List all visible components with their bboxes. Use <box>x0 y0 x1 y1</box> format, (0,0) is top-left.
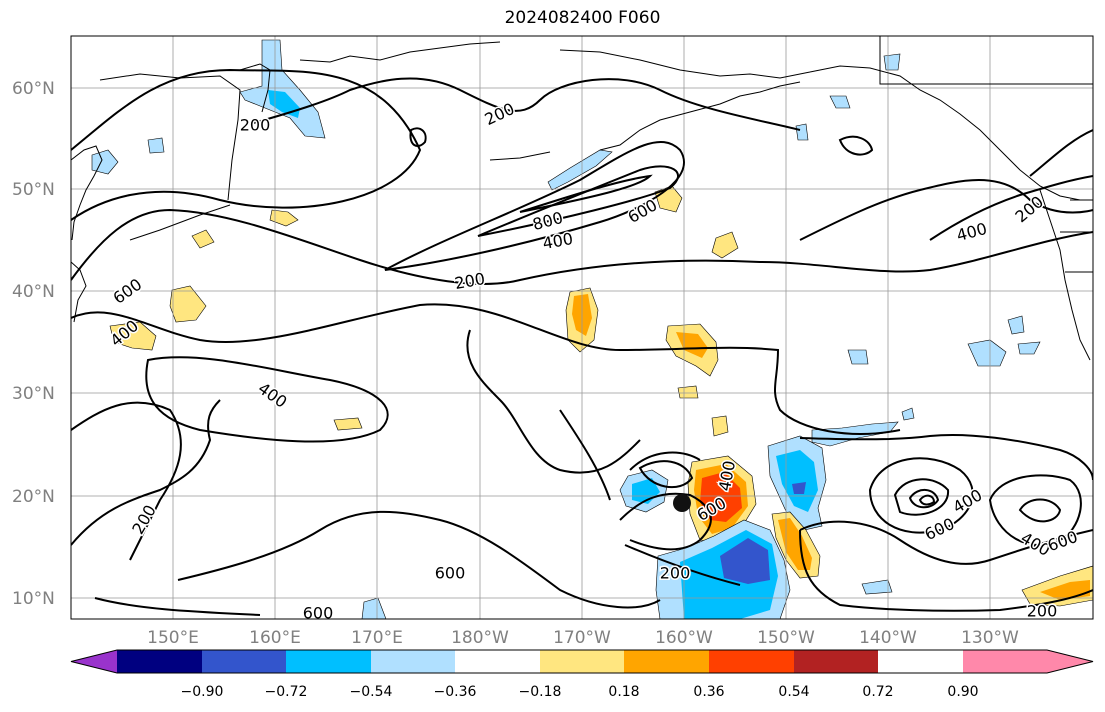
shade-east-orange <box>778 518 812 570</box>
shade-east-skyblue <box>776 450 818 512</box>
colorbar-tick-label: 0.72 <box>862 684 893 700</box>
shade-ne-blue-4 <box>1007 315 1025 335</box>
shade-yellow-1 <box>269 209 299 227</box>
latitude-labels: 60°N 50°N 40°N 30°N 20°N 10°N <box>12 79 55 609</box>
colorbar-segment <box>624 650 709 673</box>
shade-ne-blue-9 <box>795 123 809 141</box>
shade-east-royal <box>792 482 806 494</box>
shade-yellow-10 <box>711 415 729 437</box>
lat-label: 50°N <box>12 180 55 200</box>
shade-small-blue-1 <box>147 137 165 154</box>
colorbar-tick-label: −0.54 <box>350 684 393 700</box>
map-frame <box>70 35 1094 620</box>
shade-ne-blue-8 <box>901 407 915 421</box>
lat-label: 10°N <box>12 589 55 609</box>
lat-label: 60°N <box>12 79 55 99</box>
colorbar-extend-low <box>71 650 117 673</box>
colorbar-outline <box>70 649 1094 674</box>
colorbar-segment <box>202 650 286 673</box>
lat-label: 40°N <box>12 282 55 302</box>
lon-label: 150°W <box>757 628 815 648</box>
map-title: 2024082400 F060 <box>504 8 661 28</box>
shade-yellow-3 <box>169 285 207 323</box>
colorbar-segment <box>371 650 455 673</box>
shade-sw-blue <box>361 597 387 619</box>
colorbar-tick-label: 0.18 <box>608 684 639 700</box>
shade-yellow-2 <box>191 229 215 249</box>
colorbar-segment <box>794 650 878 673</box>
colorbar-extend-high <box>1047 650 1093 673</box>
colorbar-segment <box>455 650 540 673</box>
shade-ne-blue-3 <box>847 349 869 365</box>
lon-label: 140°W <box>859 628 917 648</box>
shade-south-royal <box>720 538 770 584</box>
contour-label: 600 <box>303 604 334 623</box>
shade-hawaii-red <box>700 472 742 522</box>
colorbar-tick-label: 0.36 <box>693 684 724 700</box>
shade-ne-blue-2 <box>1017 341 1041 355</box>
contour-label: 200 <box>240 116 271 135</box>
colorbar-tick-label: −0.90 <box>181 684 224 700</box>
lon-label: 180°W <box>451 628 509 648</box>
shade-ne-blue-1 <box>967 339 1007 367</box>
colorbar-segment <box>286 650 371 673</box>
shade-yellow-6 <box>711 231 739 259</box>
colorbar-tick-label: −0.18 <box>519 684 562 700</box>
shade-ne-blue-7 <box>861 579 893 595</box>
lon-label: 160°W <box>655 628 713 648</box>
colorbar-segment <box>117 650 202 673</box>
colorbar-tick-label: −0.36 <box>434 684 477 700</box>
longitude-labels: 150°E 160°E 170°E 180°W 170°W 160°W 150°… <box>147 628 1019 648</box>
colorbar <box>70 649 1094 674</box>
lon-label: 170°W <box>553 628 611 648</box>
coastlines <box>71 36 1093 361</box>
colorbar-labels: −0.90 −0.72 −0.54 −0.36 −0.18 0.18 0.36 … <box>181 684 979 700</box>
colorbar-tick-label: 0.90 <box>947 684 978 700</box>
colorbar-segment <box>540 650 624 673</box>
shade-ne-blue-6 <box>829 95 851 109</box>
colorbar-tick-label: −0.72 <box>265 684 308 700</box>
contour-lines <box>71 68 1093 616</box>
lon-label: 150°E <box>147 628 199 648</box>
colorbar-segment <box>709 650 794 673</box>
shade-ne-blue-5 <box>883 53 901 71</box>
contour-label: 600 <box>435 564 466 583</box>
storm-center-marker <box>673 494 691 512</box>
colorbar-segment <box>963 650 1047 673</box>
lon-label: 170°E <box>351 628 403 648</box>
lat-label: 20°N <box>12 487 55 507</box>
lon-label: 130°W <box>961 628 1019 648</box>
lat-label: 30°N <box>12 384 55 404</box>
contour-label: 200 <box>1027 602 1058 621</box>
contour-label: 200 <box>660 564 691 583</box>
shade-yellow-11 <box>333 417 363 431</box>
shade-yellow-9 <box>677 385 699 399</box>
colorbar-tick-label: 0.54 <box>778 684 809 700</box>
lon-label: 160°E <box>249 628 301 648</box>
